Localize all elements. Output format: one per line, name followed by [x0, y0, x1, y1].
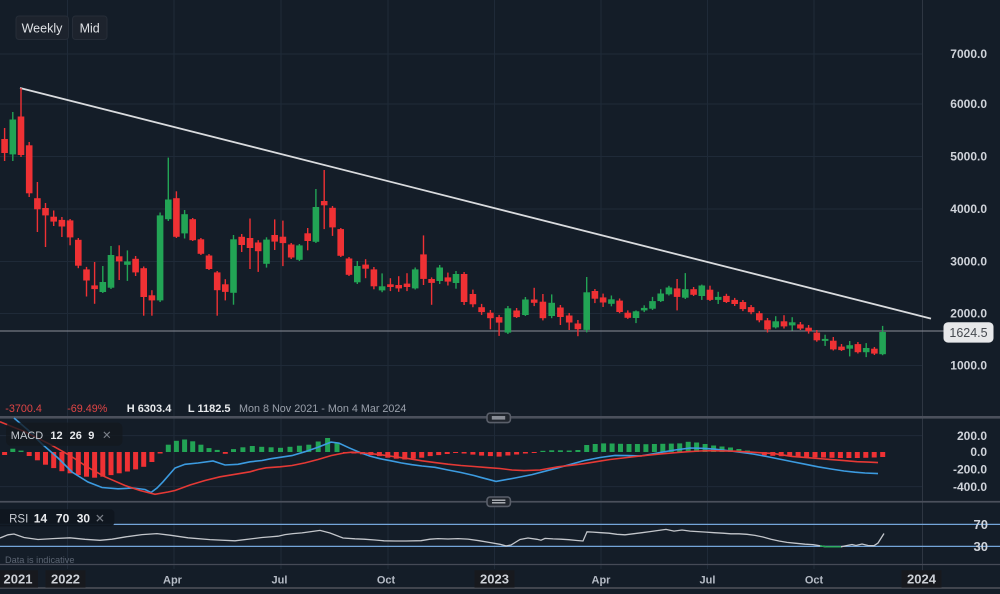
- svg-text:14: 14: [34, 512, 48, 526]
- svg-text:H 6303.4: H 6303.4: [127, 403, 173, 415]
- svg-text:70: 70: [56, 512, 70, 526]
- svg-text:MACD: MACD: [11, 430, 43, 442]
- svg-text:200.0: 200.0: [957, 429, 987, 443]
- svg-text:-3700.4: -3700.4: [5, 403, 42, 415]
- svg-text:2021: 2021: [4, 572, 33, 587]
- svg-text:4000.0: 4000.0: [950, 202, 987, 216]
- svg-text:1000.0: 1000.0: [950, 359, 987, 373]
- svg-text:12: 12: [50, 430, 62, 442]
- svg-text:Apr: Apr: [163, 575, 183, 587]
- svg-text:Mid: Mid: [80, 21, 100, 35]
- svg-text:2023: 2023: [480, 572, 509, 587]
- svg-text:9: 9: [88, 430, 94, 442]
- svg-text:Mon 8 Nov 2021 - Mon 4 Mar 202: Mon 8 Nov 2021 - Mon 4 Mar 2024: [239, 403, 406, 415]
- svg-text:3000.0: 3000.0: [950, 255, 987, 269]
- svg-text:30: 30: [77, 512, 91, 526]
- svg-text:L 1182.5: L 1182.5: [188, 403, 231, 415]
- svg-text:Data is indicative: Data is indicative: [5, 555, 74, 565]
- svg-text:✕: ✕: [95, 512, 105, 526]
- svg-text:2000.0: 2000.0: [950, 307, 987, 321]
- svg-text:30: 30: [974, 539, 988, 554]
- svg-text:Jul: Jul: [272, 575, 288, 587]
- svg-text:Apr: Apr: [592, 575, 612, 587]
- svg-text:70: 70: [974, 517, 988, 532]
- svg-text:✕: ✕: [102, 430, 112, 442]
- svg-text:1624.5: 1624.5: [949, 326, 987, 340]
- svg-text:Weekly: Weekly: [22, 21, 64, 35]
- svg-text:2022: 2022: [51, 572, 80, 587]
- svg-text:2024: 2024: [907, 572, 937, 587]
- svg-text:5000.0: 5000.0: [950, 150, 987, 164]
- svg-text:-200.0: -200.0: [953, 463, 987, 477]
- svg-text:RSI: RSI: [9, 514, 28, 526]
- svg-text:26: 26: [70, 430, 82, 442]
- svg-text:7000.0: 7000.0: [950, 47, 987, 61]
- svg-text:-69.49%: -69.49%: [67, 403, 108, 415]
- svg-text:Jul: Jul: [700, 575, 716, 587]
- svg-text:Oct: Oct: [805, 575, 824, 587]
- svg-text:Oct: Oct: [377, 575, 396, 587]
- svg-text:-400.0: -400.0: [953, 480, 987, 494]
- svg-text:0.0: 0.0: [970, 445, 987, 459]
- svg-text:6000.0: 6000.0: [950, 97, 987, 111]
